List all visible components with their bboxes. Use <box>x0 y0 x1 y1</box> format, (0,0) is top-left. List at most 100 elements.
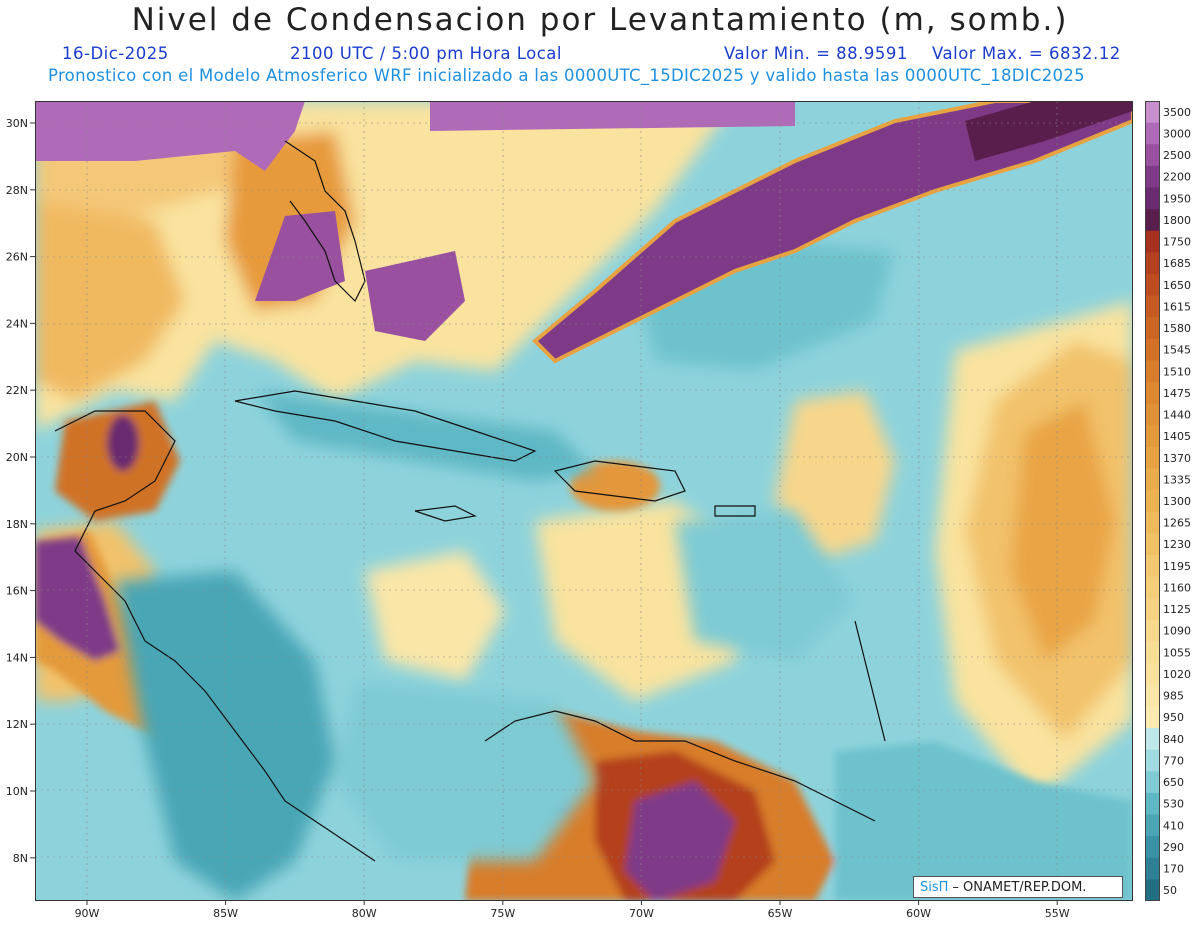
colorbar-swatch <box>1145 144 1160 167</box>
colorbar-swatch <box>1145 641 1160 664</box>
credit-text: – ONAMET/REP.DOM. <box>952 879 1087 895</box>
lat-label: 18N <box>6 518 28 531</box>
colorbar-label: 1440 <box>1163 409 1191 422</box>
colorbar-label: 1230 <box>1163 538 1191 551</box>
lat-label: 30N <box>6 117 28 130</box>
colorbar-swatch <box>1145 446 1160 470</box>
colorbar-label: 1370 <box>1163 452 1191 465</box>
colorbar-label: 1950 <box>1163 192 1191 205</box>
colorbar-swatch <box>1145 165 1160 188</box>
lat-lon-grid <box>35 101 1133 901</box>
lon-label: 60W <box>906 907 931 920</box>
colorbar-label: 1685 <box>1163 257 1191 270</box>
colorbar-swatch <box>1145 273 1160 297</box>
colorbar-label: 1195 <box>1163 560 1191 573</box>
colorbar-label: 1475 <box>1163 387 1191 400</box>
colorbar-swatch <box>1145 425 1160 448</box>
field-top-purple-strip <box>430 101 795 131</box>
colorbar-label: 1160 <box>1163 581 1191 594</box>
colorbar-label: 3500 <box>1163 106 1191 119</box>
lon-label: 90W <box>75 907 100 920</box>
colorbar-label: 985 <box>1163 690 1184 703</box>
colorbar-swatch <box>1145 490 1160 513</box>
lon-label: 65W <box>768 907 793 920</box>
colorbar-label: 650 <box>1163 776 1184 789</box>
colorbar-swatch <box>1145 230 1160 253</box>
colorbar-swatch <box>1145 295 1160 318</box>
colorbar-label: 1125 <box>1163 603 1191 616</box>
credit-box: SisΠ – ONAMET/REP.DOM. <box>913 876 1123 898</box>
colorbar-label: 1335 <box>1163 473 1191 486</box>
lat-label: 16N <box>6 585 28 598</box>
colorbar-label: 1300 <box>1163 495 1191 508</box>
colorbar-label: 1650 <box>1163 279 1191 292</box>
lat-label: 8N <box>13 852 28 865</box>
colorbar-swatch <box>1145 857 1160 880</box>
colorbar-swatch <box>1145 382 1160 405</box>
colorbar-label: 1055 <box>1163 646 1191 659</box>
forecast-date: 16-Dic-2025 <box>62 44 169 63</box>
colorbar-swatch <box>1145 511 1160 534</box>
colorbar-label: 410 <box>1163 819 1184 832</box>
lon-label: 75W <box>490 907 515 920</box>
field-gulf-purple <box>35 101 305 171</box>
colorbar-label: 2200 <box>1163 171 1191 184</box>
colorbar-swatch <box>1145 360 1160 383</box>
colorbar-swatch <box>1145 728 1160 751</box>
lat-label: 12N <box>6 718 28 731</box>
colorbar-swatch <box>1145 187 1160 210</box>
colorbar-label: 2500 <box>1163 149 1191 162</box>
lon-label: 55W <box>1045 907 1070 920</box>
colorbar-label: 1090 <box>1163 625 1191 638</box>
colorbar-label: 1405 <box>1163 430 1191 443</box>
colorbar-label: 50 <box>1163 884 1177 897</box>
lon-label: 85W <box>213 907 238 920</box>
colorbar-label: 1750 <box>1163 236 1191 249</box>
colorbar-swatch <box>1145 555 1160 578</box>
colorbar-swatch <box>1145 684 1160 707</box>
map-frame <box>35 101 1133 901</box>
colorbar-swatch <box>1145 533 1160 556</box>
colorbar-label: 1265 <box>1163 517 1191 530</box>
colorbar-label: 950 <box>1163 711 1184 724</box>
colorbar-swatch <box>1145 792 1160 816</box>
field-teal-zones <box>115 241 895 901</box>
lat-label: 26N <box>6 251 28 264</box>
colorbar-swatch <box>1145 468 1160 491</box>
colorbar-swatch <box>1145 338 1160 361</box>
colorbar-swatch <box>1145 836 1160 859</box>
colorbar-label: 3000 <box>1163 127 1191 140</box>
lat-label: 28N <box>6 184 28 197</box>
lat-label: 24N <box>6 317 28 330</box>
lat-label: 10N <box>6 785 28 798</box>
field-purple-core <box>965 101 1133 161</box>
colorbar-swatch <box>1145 706 1160 729</box>
colorbar-label: 170 <box>1163 863 1184 876</box>
field-purple-band <box>532 101 1133 364</box>
colorbar-label: 1020 <box>1163 668 1191 681</box>
max-value-label: Valor Max. = 6832.12 <box>932 44 1121 63</box>
colorbar-label: 840 <box>1163 733 1184 746</box>
lon-axis: 90W 85W 80W 75W 70W 65W 60W 55W <box>75 901 1070 920</box>
min-value-label: Valor Min. = 88.9591 <box>724 44 908 63</box>
lat-label: 20N <box>6 451 28 464</box>
field-bahamas-purple <box>365 251 465 341</box>
colorbar-label: 1545 <box>1163 344 1191 357</box>
colorbar-swatch <box>1145 122 1160 145</box>
lat-label: 22N <box>6 384 28 397</box>
colorbar-swatch <box>1145 879 1160 901</box>
colorbar-legend: 3500 3000 2500 2200 1950 1800 1750 1685 1650 1615… <box>1145 101 1191 901</box>
colorbar-swatch <box>1145 576 1160 599</box>
colorbar-swatch <box>1145 814 1160 837</box>
lon-label: 80W <box>352 907 377 920</box>
lat-label: 14N <box>6 651 28 664</box>
lcl-forecast-map <box>35 101 1133 901</box>
colorbar-swatch <box>1145 771 1160 794</box>
colorbar-swatch <box>1145 403 1160 426</box>
map-title: Nivel de Condensacion por Levantamiento … <box>131 2 1069 38</box>
colorbar-label: 290 <box>1163 841 1184 854</box>
colorbar-swatch <box>1145 663 1160 686</box>
coastlines <box>54 140 886 862</box>
colorbar-label: 1615 <box>1163 300 1191 313</box>
lon-label: 70W <box>629 907 654 920</box>
